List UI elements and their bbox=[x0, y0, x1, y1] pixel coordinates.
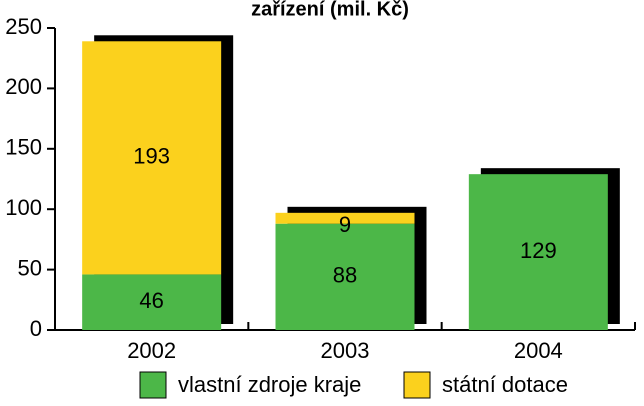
bar-segment bbox=[275, 223, 415, 330]
y-tick-label: 150 bbox=[5, 135, 42, 160]
x-tick-label: 2004 bbox=[514, 338, 563, 363]
bar-segment bbox=[82, 274, 222, 330]
data-label: 46 bbox=[139, 288, 163, 313]
bar-segment bbox=[275, 212, 415, 224]
data-label: 9 bbox=[339, 212, 351, 237]
y-tick-label: 50 bbox=[18, 255, 42, 280]
legend-swatch bbox=[139, 371, 167, 399]
chart-title: zařízení (mil. Kč) bbox=[251, 0, 409, 20]
y-tick-label: 250 bbox=[5, 14, 42, 39]
x-tick-label: 2003 bbox=[321, 338, 370, 363]
x-tick-label: 2002 bbox=[127, 338, 176, 363]
y-tick-label: 200 bbox=[5, 74, 42, 99]
legend-label: státní dotace bbox=[442, 372, 568, 397]
data-label: 129 bbox=[520, 238, 557, 263]
bar-segment bbox=[468, 174, 608, 330]
data-label: 88 bbox=[333, 263, 357, 288]
legend-label: vlastní zdroje kraje bbox=[178, 372, 361, 397]
y-tick-label: 100 bbox=[5, 195, 42, 220]
legend-swatch bbox=[403, 371, 431, 399]
y-tick-label: 0 bbox=[30, 316, 42, 341]
data-label: 193 bbox=[133, 144, 170, 169]
bar-segment bbox=[82, 41, 222, 275]
